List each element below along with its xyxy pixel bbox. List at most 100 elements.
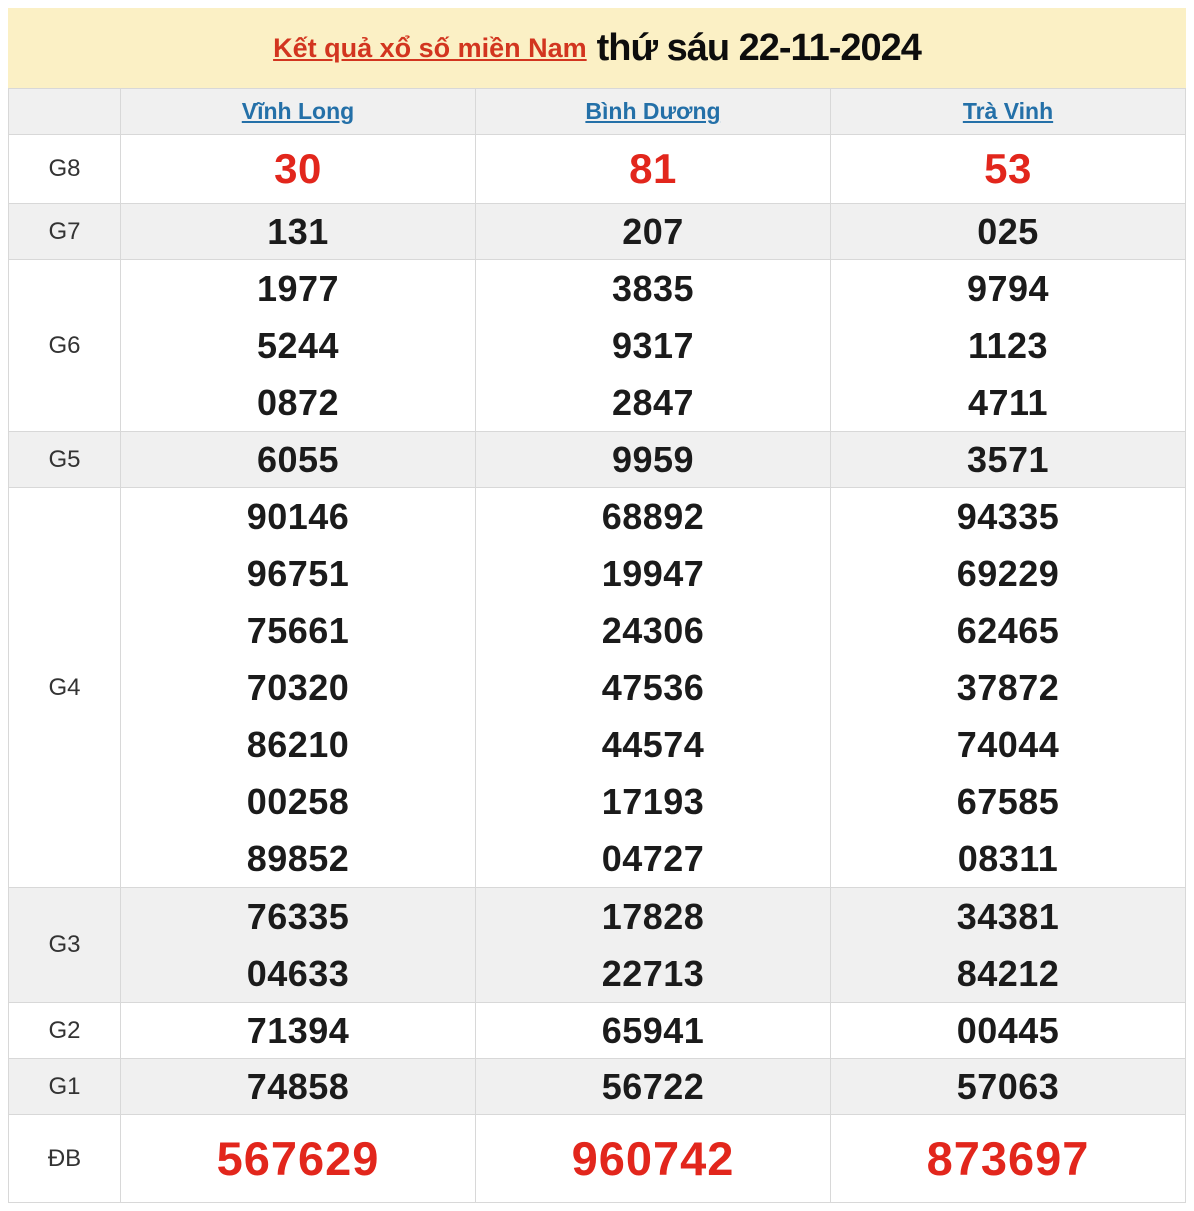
results-title-date: thứ sáu 22-11-2024	[596, 26, 922, 69]
prize-row-g5: G5 6055 9959 3571	[8, 431, 1186, 488]
prize-values-g6-col2: 9794 1123 4711	[830, 259, 1186, 432]
prize-number: 9959	[611, 439, 695, 480]
prize-label-g4: G4	[8, 487, 121, 888]
prize-number: 62465	[956, 610, 1060, 651]
prize-values-g7-col2: 025	[830, 203, 1186, 260]
prize-number: 3835	[611, 268, 695, 309]
prize-values-g8-col2: 53	[830, 134, 1186, 204]
results-banner: Kết quả xổ số miền Nam thứ sáu 22-11-202…	[8, 8, 1186, 88]
prize-number: 37872	[956, 667, 1060, 708]
prize-number: 5244	[256, 325, 340, 366]
prize-number: 74858	[246, 1066, 350, 1107]
prize-values-db-col0: 567629	[120, 1114, 476, 1203]
province-header-tra-vinh: Trà Vinh	[830, 88, 1186, 135]
prize-number: 00445	[956, 1010, 1060, 1051]
results-body: G8 30 81 53 G7 131 207 025 G6 1977 5244 0872 3835 931…	[8, 134, 1186, 1203]
province-header-vinh-long: Vĩnh Long	[120, 88, 476, 135]
prize-row-db: ĐB 567629 960742 873697	[8, 1114, 1186, 1203]
prize-number: 71394	[246, 1010, 350, 1051]
prize-number: 24306	[601, 610, 705, 651]
province-header-row: Vĩnh Long Bình Dương Trà Vinh	[8, 88, 1186, 135]
results-title-link[interactable]: Kết quả xổ số miền Nam	[273, 32, 587, 63]
prize-number: 57063	[956, 1066, 1060, 1107]
prize-row-g1: G1 74858 56722 57063	[8, 1058, 1186, 1115]
prize-values-g6-col1: 3835 9317 2847	[475, 259, 831, 432]
prize-number: 90146	[246, 496, 350, 537]
prize-number: 04727	[601, 838, 705, 879]
corner-cell	[8, 88, 121, 135]
prize-number: 1123	[967, 325, 1049, 366]
prize-number: 00258	[246, 781, 350, 822]
prize-label-g2: G2	[8, 1002, 121, 1059]
prize-values-g8-col1: 81	[475, 134, 831, 204]
prize-number: 89852	[246, 838, 350, 879]
prize-values-g3-col0: 76335 04633	[120, 887, 476, 1003]
prize-label-g1: G1	[8, 1058, 121, 1115]
prize-values-db-col1: 960742	[475, 1114, 831, 1203]
prize-row-g2: G2 71394 65941 00445	[8, 1002, 1186, 1059]
prize-label-g6: G6	[8, 259, 121, 432]
prize-number: 53	[984, 145, 1032, 192]
prize-label-g7: G7	[8, 203, 121, 260]
prize-values-g2-col1: 65941	[475, 1002, 831, 1059]
prize-number: 75661	[246, 610, 350, 651]
prize-row-g8: G8 30 81 53	[8, 134, 1186, 204]
prize-number: 207	[622, 211, 684, 252]
prize-number: 56722	[601, 1066, 705, 1107]
province-link-tra-vinh[interactable]: Trà Vinh	[962, 98, 1054, 124]
prize-number: 34381	[956, 896, 1060, 937]
prize-number: 567629	[216, 1132, 380, 1185]
prize-values-g4-col1: 68892 19947 24306 47536 44574 17193 04727	[475, 487, 831, 888]
province-header-binh-duong: Bình Dương	[475, 88, 831, 135]
prize-values-g5-col1: 9959	[475, 431, 831, 488]
prize-number: 3571	[966, 439, 1050, 480]
prize-number: 19947	[601, 553, 705, 594]
prize-number: 1977	[256, 268, 340, 309]
prize-values-g3-col2: 34381 84212	[830, 887, 1186, 1003]
prize-values-g4-col0: 90146 96751 75661 70320 86210 00258 89852	[120, 487, 476, 888]
prize-label-db: ĐB	[8, 1114, 121, 1203]
prize-number: 30	[274, 145, 322, 192]
prize-values-g2-col2: 00445	[830, 1002, 1186, 1059]
prize-values-g1-col2: 57063	[830, 1058, 1186, 1115]
prize-row-g4: G4 90146 96751 75661 70320 86210 00258 89852 688…	[8, 487, 1186, 888]
prize-values-g4-col2: 94335 69229 62465 37872 74044 67585 08311	[830, 487, 1186, 888]
prize-number: 025	[977, 211, 1039, 252]
prize-number: 81	[629, 145, 677, 192]
prize-values-g6-col0: 1977 5244 0872	[120, 259, 476, 432]
prize-values-g1-col1: 56722	[475, 1058, 831, 1115]
prize-number: 94335	[956, 496, 1060, 537]
prize-number: 68892	[601, 496, 705, 537]
prize-number: 960742	[571, 1132, 735, 1185]
prize-number: 17193	[601, 781, 705, 822]
prize-label-g8: G8	[8, 134, 121, 204]
prize-number: 65941	[601, 1010, 705, 1051]
prize-values-g5-col0: 6055	[120, 431, 476, 488]
prize-number: 873697	[926, 1132, 1090, 1185]
prize-values-g2-col0: 71394	[120, 1002, 476, 1059]
prize-number: 44574	[601, 724, 705, 765]
prize-number: 9794	[966, 268, 1050, 309]
lottery-results-table: Vĩnh Long Bình Dương Trà Vinh G8 30 81 53 G7…	[8, 88, 1186, 1203]
prize-number: 22713	[601, 953, 705, 994]
prize-values-g7-col1: 207	[475, 203, 831, 260]
prize-label-g3: G3	[8, 887, 121, 1003]
prize-values-g3-col1: 17828 22713	[475, 887, 831, 1003]
prize-number: 67585	[956, 781, 1060, 822]
prize-row-g6: G6 1977 5244 0872 3835 9317 2847 9794 1123 4711	[8, 259, 1186, 432]
prize-values-g8-col0: 30	[120, 134, 476, 204]
prize-number: 96751	[246, 553, 350, 594]
province-link-vinh-long[interactable]: Vĩnh Long	[241, 98, 355, 124]
province-link-binh-duong[interactable]: Bình Dương	[585, 98, 721, 124]
prize-number: 86210	[246, 724, 350, 765]
prize-number: 6055	[256, 439, 340, 480]
prize-number: 76335	[246, 896, 350, 937]
prize-number: 0872	[256, 382, 340, 423]
prize-values-db-col2: 873697	[830, 1114, 1186, 1203]
prize-values-g7-col0: 131	[120, 203, 476, 260]
prize-number: 08311	[957, 838, 1059, 879]
prize-values-g1-col0: 74858	[120, 1058, 476, 1115]
prize-row-g3: G3 76335 04633 17828 22713 34381 84212	[8, 887, 1186, 1003]
prize-values-g5-col2: 3571	[830, 431, 1186, 488]
prize-number: 70320	[246, 667, 350, 708]
